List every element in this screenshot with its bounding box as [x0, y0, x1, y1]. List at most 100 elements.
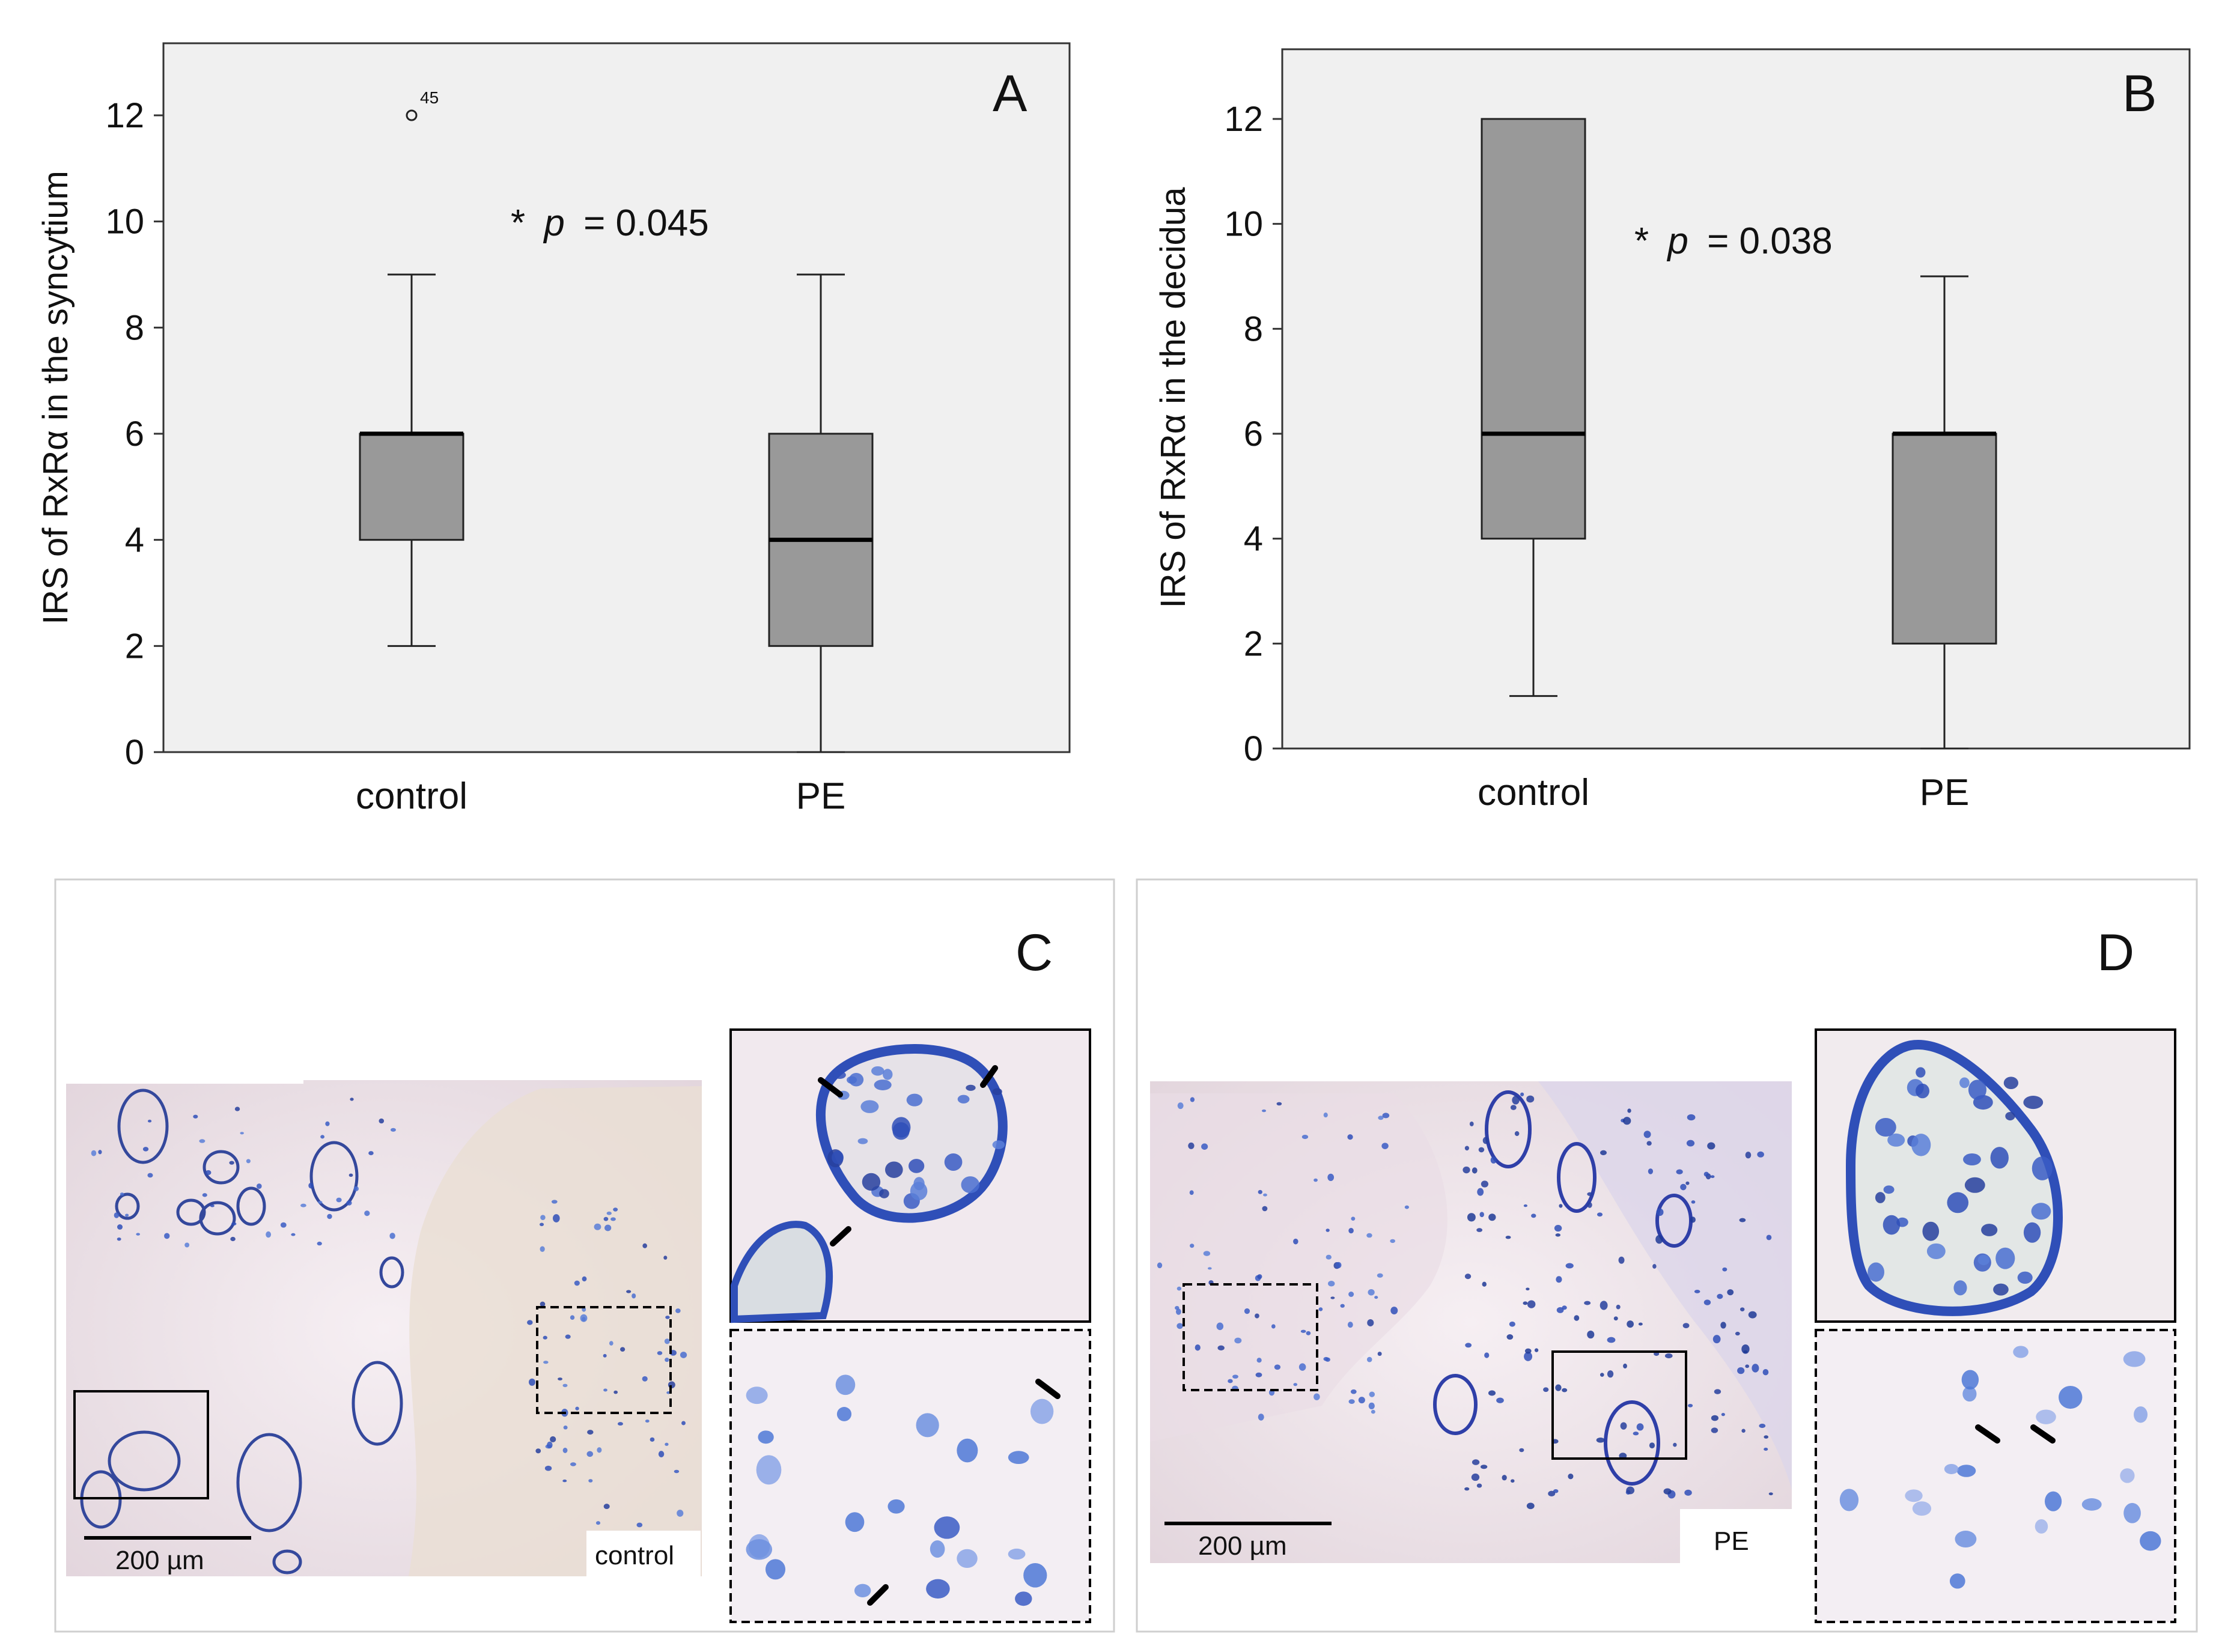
nucleus [1680, 1183, 1687, 1191]
nucleus [1404, 1205, 1410, 1209]
panel-a-y-tick-label: 6 [125, 415, 144, 454]
panel-c-villus [352, 1361, 403, 1446]
nucleus [1514, 1131, 1520, 1137]
nucleus [650, 1437, 655, 1442]
panel-a-y-tick-label: 8 [125, 308, 144, 347]
nucleus [1261, 1109, 1267, 1113]
nucleus [1479, 1212, 1484, 1218]
nucleus [1476, 1228, 1483, 1232]
panel-a-y-axis: 0 2 4 6 8 10 12 [105, 96, 163, 772]
nucleus [1520, 1092, 1524, 1096]
nucleus [1555, 1384, 1562, 1391]
nucleus [1366, 1233, 1372, 1238]
nucleus [1626, 1486, 1635, 1495]
arrow-icon [830, 1226, 851, 1247]
nucleus [147, 1119, 152, 1123]
nucleus [1741, 1429, 1746, 1433]
nucleus [1377, 1352, 1382, 1356]
panel-c-villus [236, 1433, 302, 1532]
nucleus [544, 1465, 552, 1471]
nucleus [756, 1455, 782, 1485]
nucleus [1993, 1283, 2009, 1296]
nucleus [2081, 1498, 2102, 1511]
nucleus [1867, 1262, 1884, 1282]
nucleus [1607, 1337, 1616, 1343]
panel-a-outlier-label: 45 [420, 88, 439, 107]
nucleus [2059, 1385, 2083, 1409]
nucleus [1519, 1448, 1524, 1453]
nucleus [1377, 1273, 1383, 1278]
nucleus [1369, 1391, 1375, 1397]
nucleus [535, 1448, 541, 1454]
panel-a-y-tick-label: 2 [125, 627, 144, 666]
nucleus [1526, 1287, 1530, 1290]
nucleus [603, 1353, 607, 1358]
nucleus [1477, 1188, 1484, 1196]
arrow-icon [867, 1584, 889, 1606]
nucleus [1687, 1114, 1696, 1121]
nucleus [1995, 1247, 2015, 1269]
nucleus [1688, 1403, 1693, 1408]
nucleus [1469, 1122, 1474, 1126]
nucleus [1340, 1304, 1345, 1308]
panel-b-y-tick-label: 4 [1244, 520, 1263, 559]
nucleus [114, 1212, 120, 1218]
nucleus [1600, 1301, 1608, 1310]
nucleus [1327, 1173, 1335, 1182]
nucleus [1562, 1305, 1567, 1310]
nucleus [1764, 1435, 1769, 1439]
nucleus [117, 1224, 123, 1230]
nucleus [677, 1510, 684, 1517]
nucleus [230, 1236, 236, 1242]
nucleus [1717, 1293, 1723, 1299]
nucleus [1944, 1463, 1959, 1474]
nucleus [1502, 1475, 1507, 1481]
nucleus [1574, 1315, 1580, 1321]
nucleus [1964, 1177, 1985, 1193]
arrow-icon [1975, 1424, 2000, 1444]
panel-d-box-solid [1551, 1350, 1687, 1460]
panel-b-p-value: = 0.038 [1707, 220, 1833, 262]
panel-c-inset-decidua-arrows [867, 1379, 1061, 1606]
nucleus [1737, 1367, 1745, 1374]
panel-c-villus [309, 1141, 359, 1212]
panel-d-villus [1557, 1142, 1597, 1213]
nucleus [2036, 1409, 2056, 1424]
nucleus [1526, 1095, 1535, 1103]
nucleus [390, 1128, 396, 1132]
nucleus [632, 1293, 636, 1299]
nucleus [1690, 1216, 1696, 1223]
nucleus [1523, 1204, 1527, 1207]
nucleus [1623, 1363, 1627, 1369]
nucleus [266, 1231, 272, 1238]
panel-c-box-solid [73, 1390, 209, 1499]
nucleus [1228, 1379, 1233, 1383]
nucleus [1559, 1204, 1563, 1208]
nucleus [1378, 1116, 1384, 1120]
nucleus [642, 1376, 648, 1382]
nucleus [862, 1173, 881, 1191]
panel-d-inset-villus-shape [1845, 1040, 2063, 1316]
nucleus [1481, 1465, 1488, 1469]
nucleus [1175, 1308, 1181, 1315]
nucleus [1484, 1352, 1490, 1358]
nucleus [961, 1176, 980, 1194]
nucleus [597, 1447, 602, 1453]
panel-b-star: * [1634, 220, 1649, 262]
nucleus [665, 1442, 669, 1446]
nucleus [874, 1080, 892, 1090]
nucleus [205, 1170, 212, 1175]
nucleus [1727, 1289, 1734, 1296]
nucleus [1313, 1393, 1320, 1400]
nucleus [1255, 1313, 1259, 1319]
nucleus [540, 1215, 546, 1220]
nucleus [1875, 1117, 1896, 1137]
nucleus [231, 1222, 237, 1225]
nucleus [845, 1512, 865, 1532]
nucleus [229, 1161, 234, 1165]
nucleus [1714, 1389, 1721, 1394]
nucleus [603, 1388, 607, 1392]
nucleus [992, 1088, 1002, 1095]
nucleus [2013, 1346, 2029, 1358]
nucleus [586, 1451, 594, 1457]
